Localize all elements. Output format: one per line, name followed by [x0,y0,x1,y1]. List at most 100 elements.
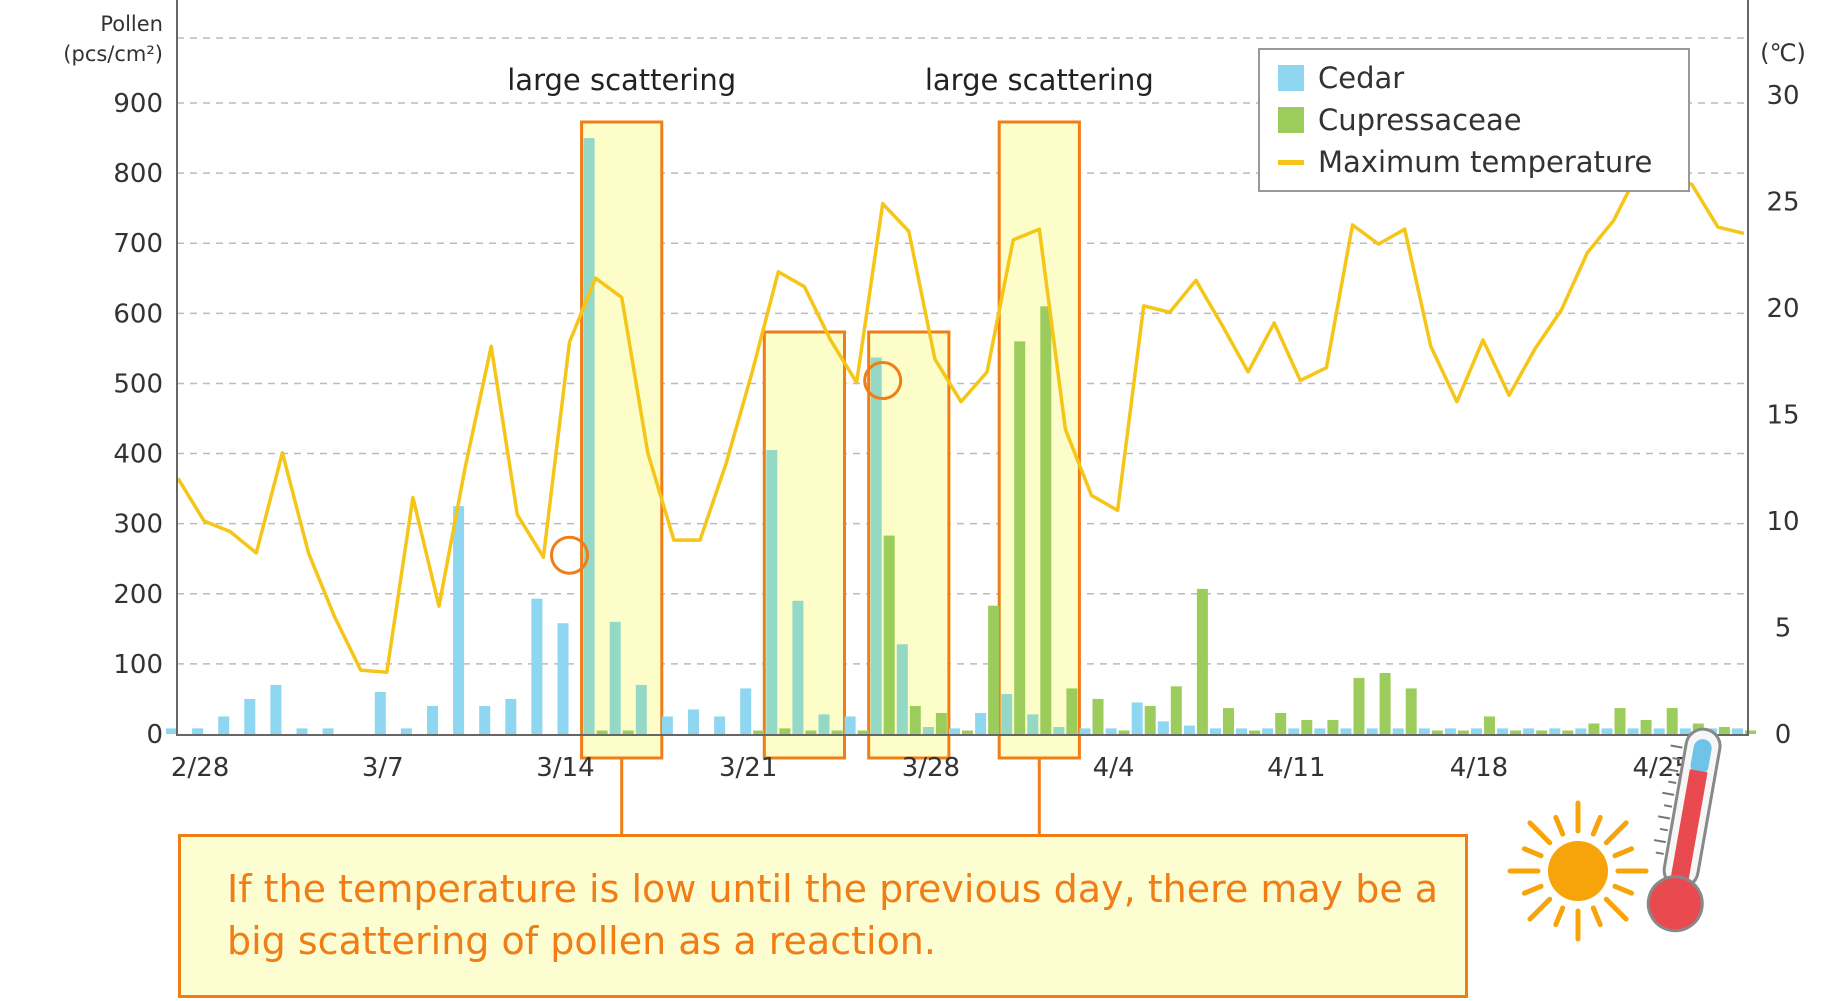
legend-item-max-temperature: Maximum temperature [1278,142,1652,182]
cedar-bar [1157,721,1169,734]
cupressaceae-bar [1588,723,1600,734]
sun-ray [1603,896,1629,922]
sun-ray [1590,905,1603,928]
cupressaceae-bar [805,730,817,734]
cedar-bar [792,600,804,734]
cedar-bar [322,728,334,734]
cupressaceae-bar [1405,688,1417,734]
cedar-bar [896,644,908,734]
axes [176,0,1749,736]
legend-label: Cedar [1318,61,1405,95]
temperature-line [176,167,1745,674]
right-tick-label: 25 [1766,188,1799,218]
x-tick-label: 3/28 [902,753,960,783]
cedar-bar [1027,714,1039,734]
sun-ray [1527,896,1553,922]
sun-ray [1553,905,1566,928]
cedar-bar [1679,728,1691,734]
cedar-bar [1183,725,1195,734]
cedar-bar [557,623,569,734]
highlight-box [762,330,846,760]
cedar-bar [296,728,308,734]
left-tick-label: 900 [113,89,163,119]
cedar-bar [1314,728,1326,734]
cedar-bar [531,598,543,734]
left-axis-title: Pollen [100,12,163,36]
cupressaceae-bar [1301,719,1313,734]
cedar-bar [949,728,960,734]
right-tick-label: 10 [1766,507,1799,537]
low-temperature-marker [863,361,903,401]
cupressaceae-bar [1745,730,1756,734]
left-tick-label: 600 [113,299,163,329]
cedar-bar [166,728,177,734]
right-tick-label: 0 [1775,720,1792,750]
cedar-bar [975,712,987,734]
cupressaceae-bar [1510,730,1522,734]
cedar-bar [270,684,282,734]
left-tick-label: 800 [113,159,163,189]
cedar-bar [244,698,256,734]
cupressaceae-bar [1484,716,1495,734]
cupressaceae-bar [1170,686,1182,734]
cupressaceae-bar [753,730,765,734]
cupressaceae-bar [1718,726,1730,734]
cedar-bar [1497,728,1509,734]
cedar-bar [1392,728,1404,734]
cupressaceae-bar [1144,705,1156,734]
cupressaceae-bar [1092,698,1104,734]
legend-label: Maximum temperature [1318,145,1653,179]
cedar-bar [1549,728,1561,734]
cedar-bar [688,709,699,734]
cupressaceae-bar [883,535,895,734]
bar-series [166,138,1756,735]
cedar-bar [922,726,934,734]
cedar-bar [818,714,830,734]
left-tick-label: 700 [113,229,163,259]
cedar-bar [844,716,856,734]
grid-lines [177,37,1748,665]
callout-text: If the temperature is low until the prev… [227,867,1439,963]
x-tick-label: 3/14 [536,753,594,783]
sun-ray [1521,846,1544,859]
cedar-bar [714,716,726,734]
cedar-bar [1418,728,1430,734]
cupressaceae-bar [1118,730,1130,734]
left-tick-label: 300 [113,510,163,540]
cupressaceae-bar [1249,730,1261,734]
legend-swatch [1278,159,1304,165]
cedar-bar [218,716,230,734]
cedar-bar [453,506,465,734]
cedar-bar [661,716,673,734]
cedar-bar [1340,728,1352,734]
cedar-bar [1210,728,1221,734]
cupressaceae-bar [962,730,973,734]
left-tick-label: 400 [113,440,163,470]
left-axis-unit: (pcs/cm²) [63,42,163,66]
cupressaceae-bar [1040,306,1052,734]
cedar-bar [1732,728,1743,734]
cupressaceae-bar [1431,730,1443,734]
cupressaceae-bar [831,730,843,734]
cupressaceae-bar [596,730,608,734]
annotation-label: large scattering [507,63,736,97]
cupressaceae-bar [1353,677,1365,734]
cupressaceae-bar [779,728,791,734]
cupressaceae-bar [1562,730,1574,734]
highlight-box [997,120,1081,760]
x-tick-label: 3/21 [719,753,777,783]
annotation-label: large scattering [925,63,1154,97]
cedar-bar [870,357,882,734]
cupressaceae-bar [1614,708,1626,734]
sun-ray [1527,820,1553,846]
cedar-bar [1601,728,1613,734]
callout-connectors [620,758,1041,836]
sun-ray [1553,814,1566,837]
legend-item-cupressaceae: Cupressaceae [1278,100,1522,140]
cedar-bar [1236,728,1248,734]
sun-ray [1603,820,1629,846]
cupressaceae-bar [1640,719,1652,734]
cupressaceae-bar [1379,673,1391,734]
cedar-bar [1079,728,1091,734]
right-tick-label: 5 [1775,614,1792,644]
